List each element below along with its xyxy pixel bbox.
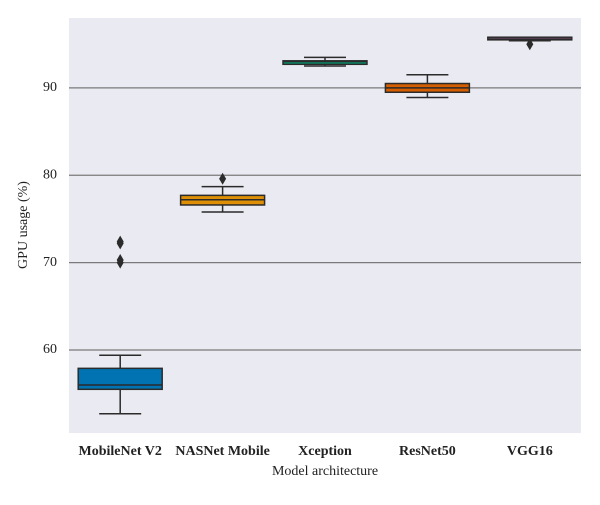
y-tick-label: 60 [43, 342, 57, 357]
outlier [526, 38, 534, 51]
x-tick-label: NASNet Mobile [175, 444, 270, 459]
y-tick-label: 90 [43, 80, 57, 95]
outlier [116, 237, 124, 250]
plot-area [69, 18, 581, 433]
y-tick-label: 80 [43, 167, 57, 182]
x-tick-label: MobileNet V2 [79, 444, 162, 459]
x-axis-label: Model architecture [272, 464, 378, 479]
box [282, 60, 368, 66]
outlier [219, 172, 227, 185]
y-tick-label: 70 [43, 255, 57, 270]
x-tick-label: ResNet50 [399, 444, 456, 459]
box [77, 367, 163, 391]
outlier [116, 256, 124, 269]
x-tick-label: Xception [298, 444, 352, 459]
x-tick-label: VGG16 [507, 444, 553, 459]
y-axis-label: GPU usage (%) [16, 181, 31, 269]
